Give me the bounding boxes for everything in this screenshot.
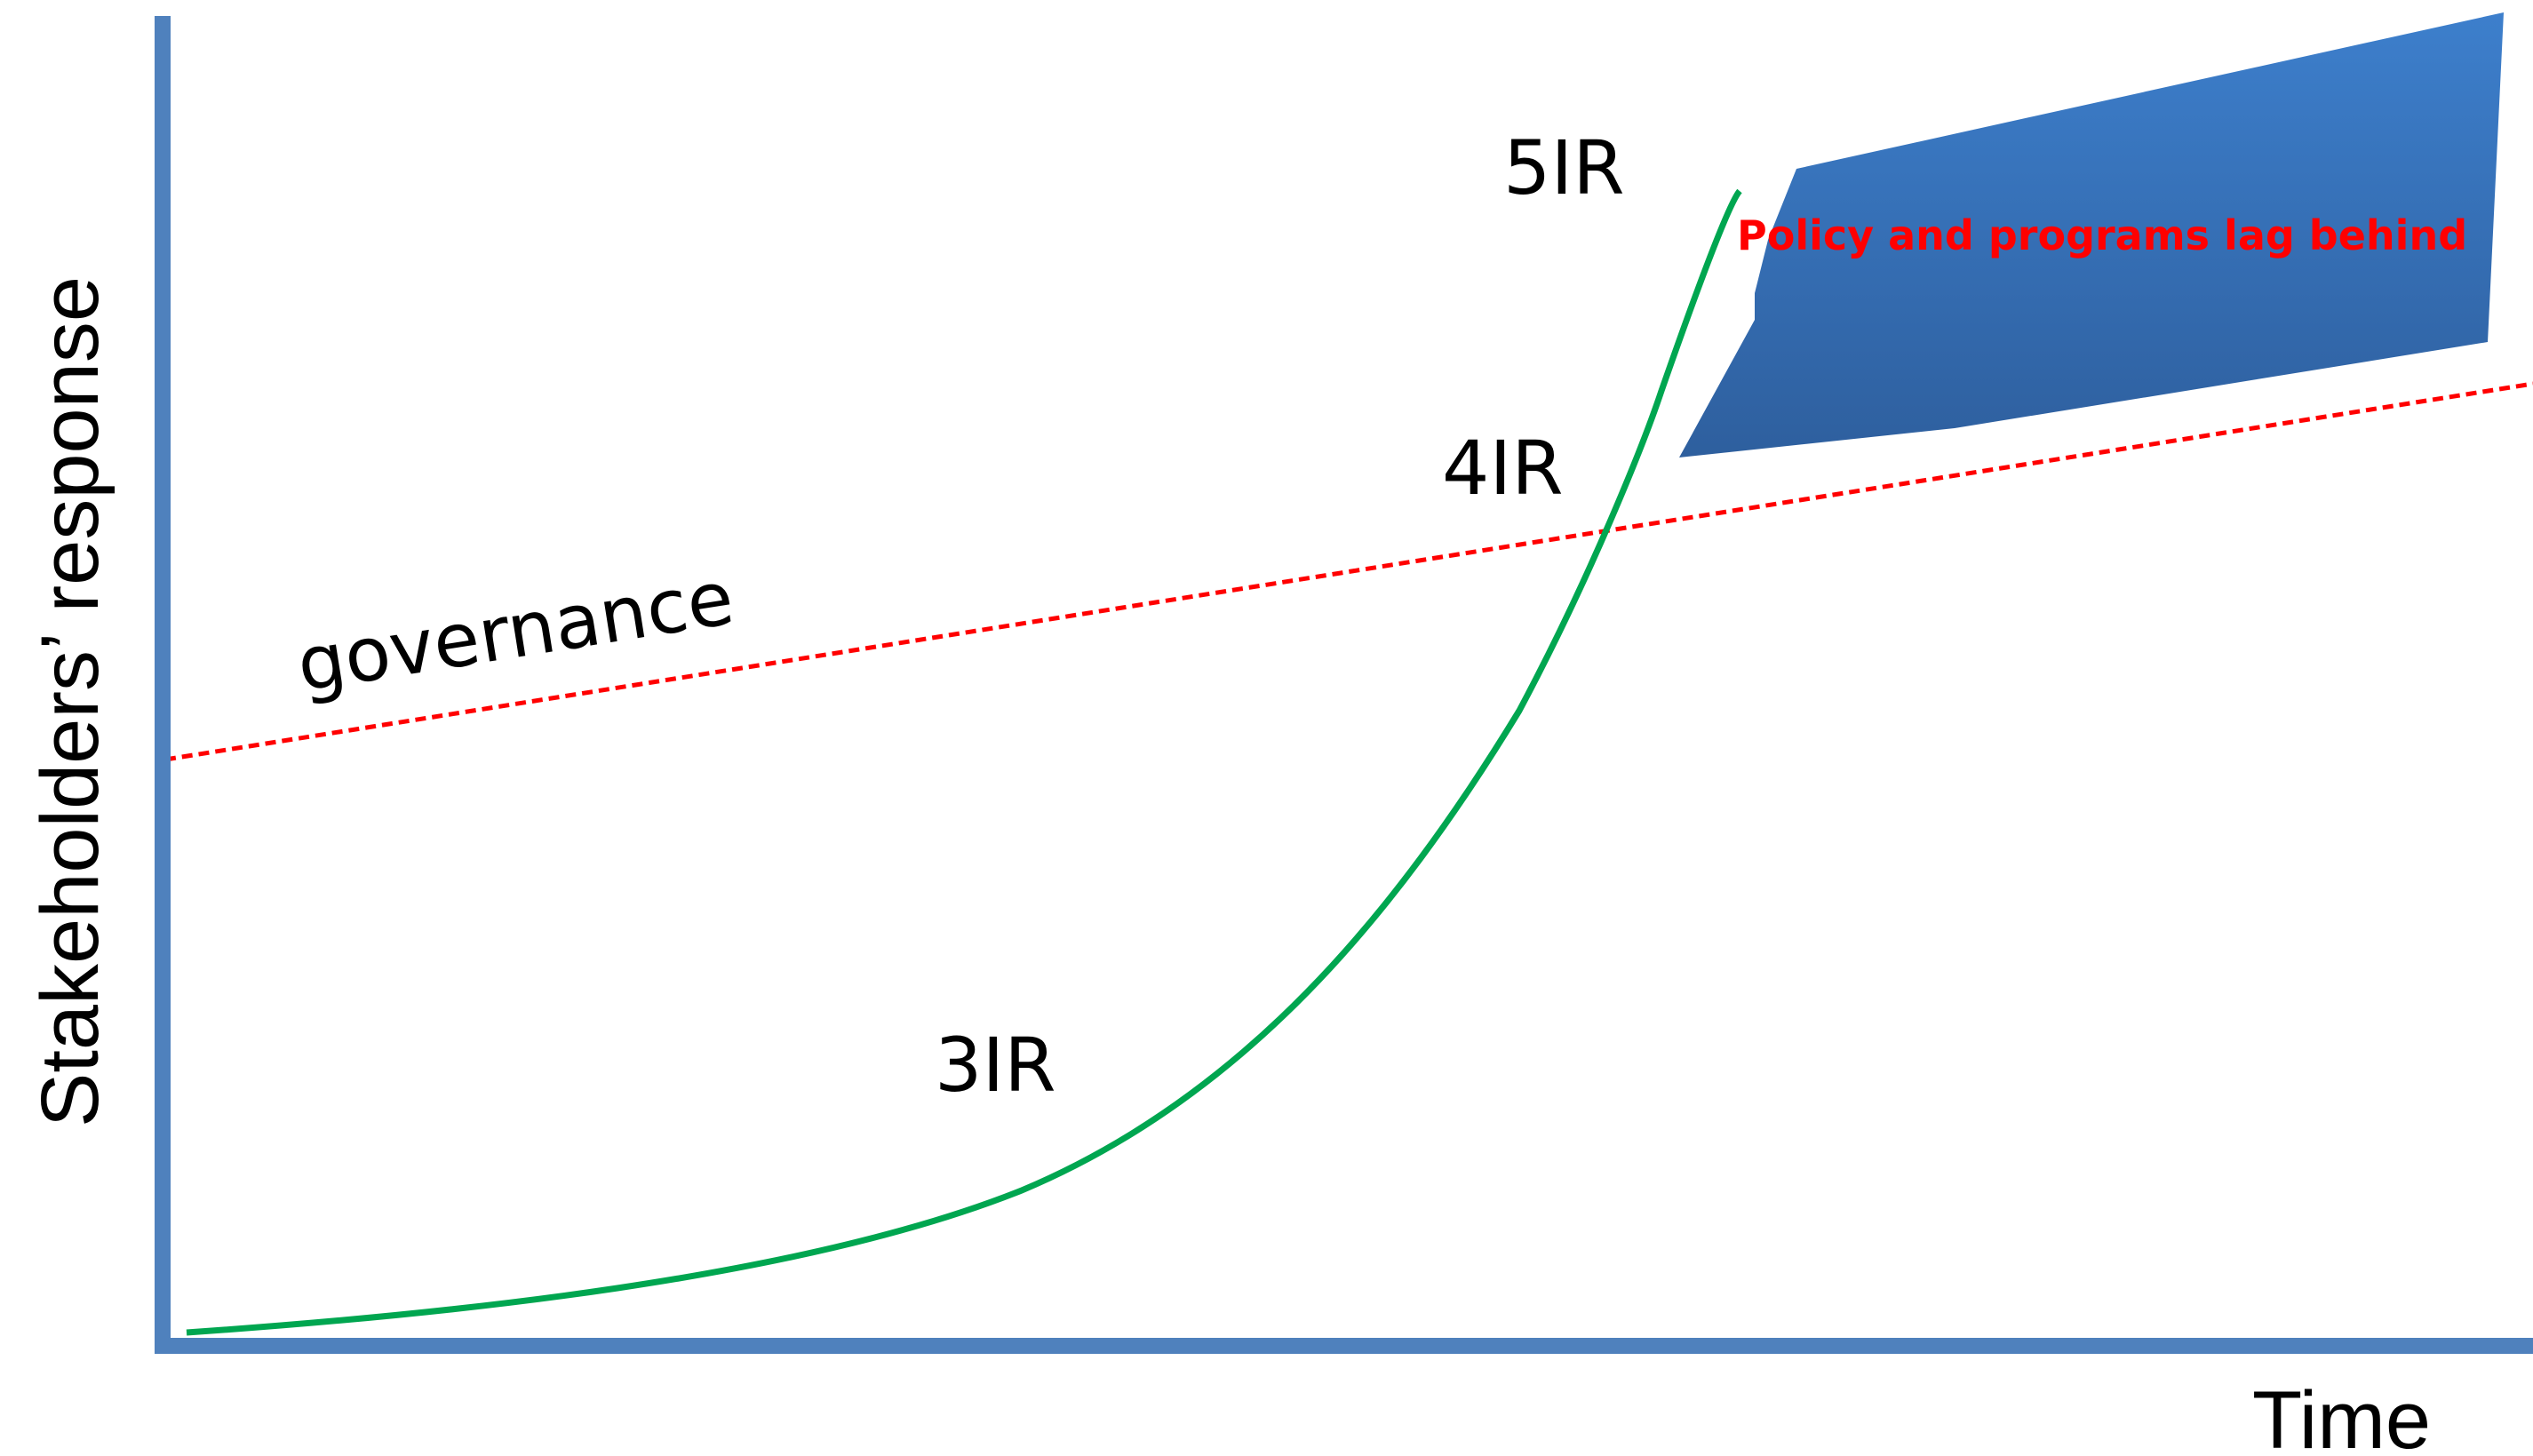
y-axis-label: Stakeholders’ response xyxy=(25,276,115,1127)
label-4ir: 4IR xyxy=(1442,425,1564,512)
label-5ir: 5IR xyxy=(1503,124,1625,211)
x-axis-label: Time xyxy=(2252,1375,2431,1456)
industrial-revolution-curve xyxy=(186,188,1742,1336)
governance-label: governance xyxy=(291,554,739,709)
governance-line xyxy=(164,381,2533,762)
label-3ir: 3IR xyxy=(935,1022,1056,1109)
policy-lag-label: Policy and programs lag behind xyxy=(1737,211,2467,259)
policy-lag-box xyxy=(1679,12,2504,457)
